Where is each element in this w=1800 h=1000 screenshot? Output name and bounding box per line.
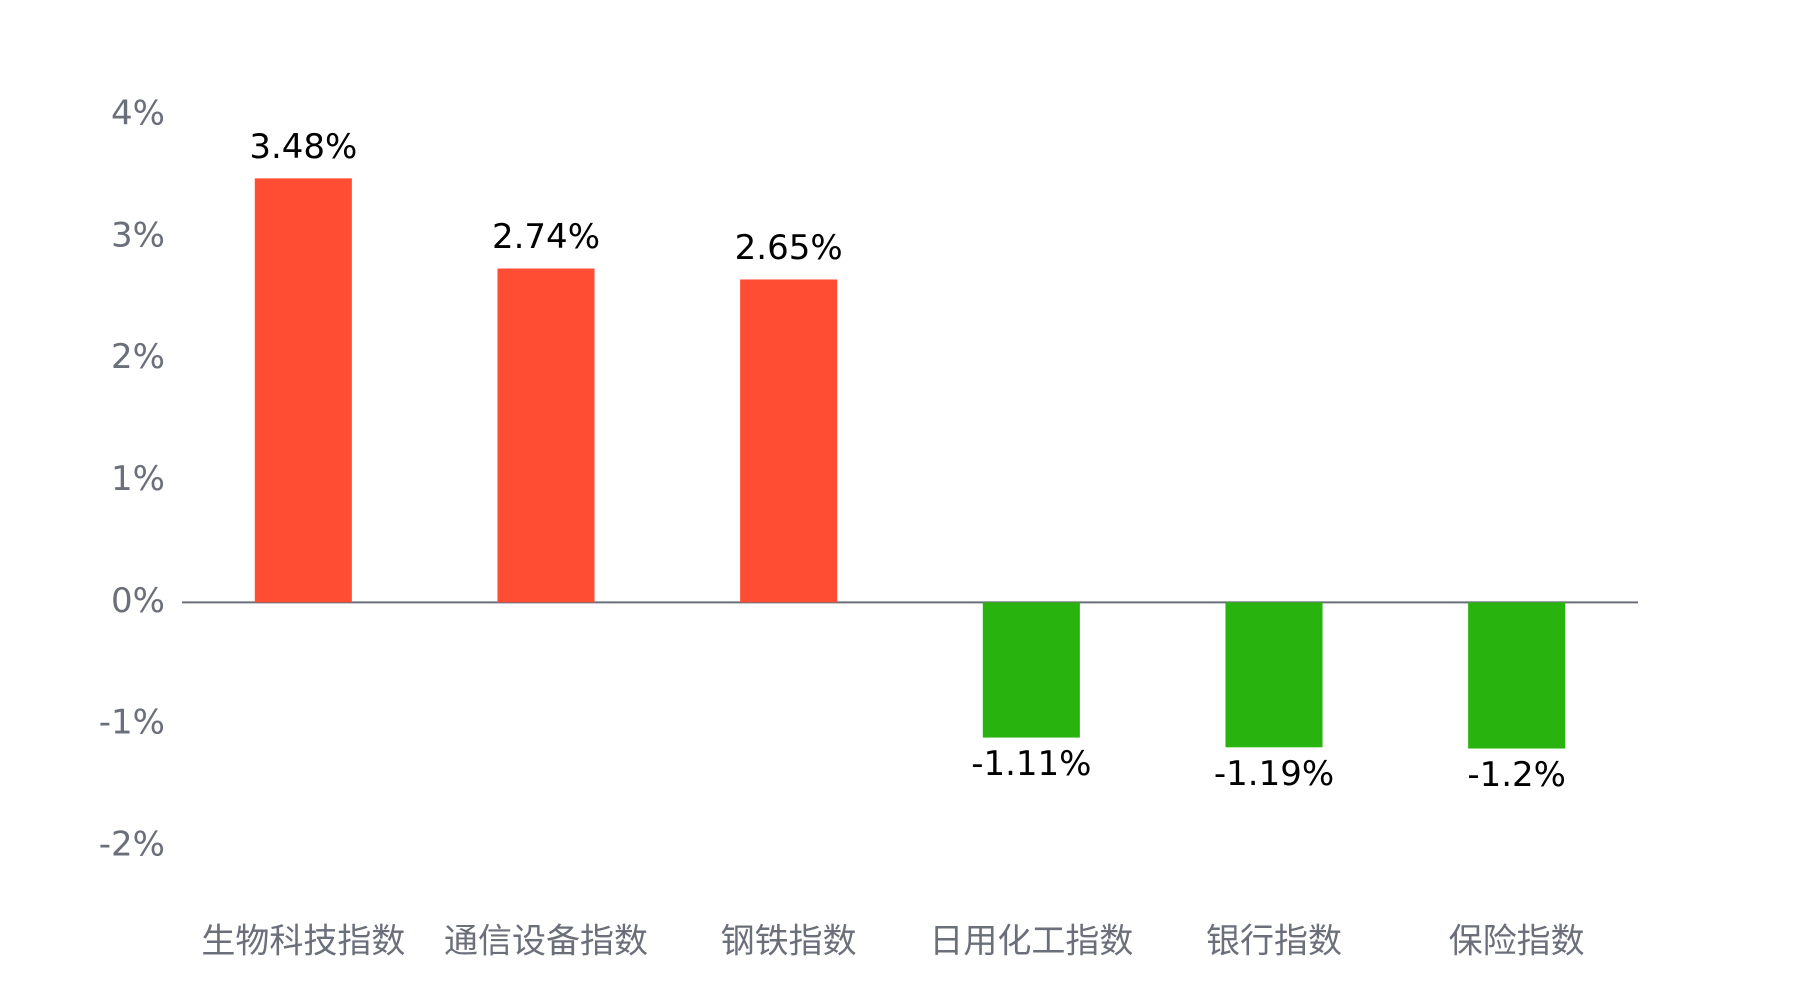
x-tick-label: 生物科技指数 xyxy=(201,922,405,962)
value-label: 2.74% xyxy=(492,217,600,257)
y-tick-label: 0% xyxy=(111,581,165,621)
y-tick-label: 2% xyxy=(111,337,165,377)
value-label: -1.19% xyxy=(1214,754,1334,794)
bar xyxy=(1468,602,1566,749)
x-tick-label: 通信设备指数 xyxy=(444,922,648,962)
y-tick-label: -1% xyxy=(99,703,165,743)
x-tick-label: 钢铁指数 xyxy=(721,922,857,962)
value-label: 2.65% xyxy=(735,228,843,268)
y-tick-label: -2% xyxy=(99,825,165,865)
y-tick-label: 3% xyxy=(111,215,165,255)
bar xyxy=(497,268,595,603)
value-label: -1.2% xyxy=(1467,755,1566,795)
value-label: -1.11% xyxy=(971,744,1091,784)
bar xyxy=(1225,602,1323,748)
bar xyxy=(982,602,1080,738)
bar xyxy=(740,279,838,603)
y-tick-label: 1% xyxy=(111,459,165,499)
value-label: 3.48% xyxy=(249,127,357,167)
x-tick-label: 银行指数 xyxy=(1206,922,1342,962)
x-tick-label: 日用化工指数 xyxy=(929,922,1133,962)
y-tick-label: 4% xyxy=(111,94,165,134)
bar xyxy=(254,178,352,603)
x-tick-label: 保险指数 xyxy=(1449,922,1585,962)
